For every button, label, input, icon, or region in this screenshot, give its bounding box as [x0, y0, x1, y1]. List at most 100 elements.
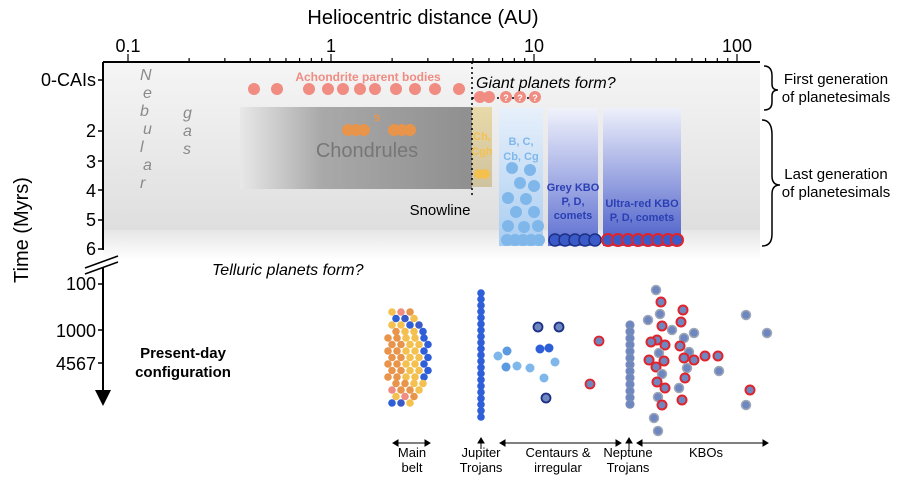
kbo-dot [642, 314, 654, 326]
giant-planet-dot [483, 91, 495, 103]
main-belt-dot [397, 308, 405, 316]
kbo-dot [740, 399, 752, 411]
y-ticks [98, 79, 103, 364]
main-belt-dot [411, 347, 419, 355]
main-belt-dot [397, 321, 405, 329]
jupiter-trojan-dot [477, 376, 485, 384]
kbo-dot [643, 354, 655, 366]
main-belt-dot [388, 366, 396, 375]
main-belt-dot [397, 386, 405, 394]
bc-dot [528, 206, 540, 218]
nebular-letter: N [140, 67, 152, 84]
nebular-letter: l [140, 139, 144, 156]
ch-cgh-region [472, 107, 492, 187]
present-day-label-1: Present-day [140, 345, 227, 362]
main-belt-dot [406, 386, 414, 394]
centaur-dot [512, 361, 522, 371]
last-gen-label-2: of planetesimals [782, 184, 890, 201]
x-tick-label-100: 100 [722, 36, 752, 56]
main-belt-dot [410, 314, 418, 323]
kbo-dot [653, 347, 665, 359]
main-belt-dot [393, 334, 401, 342]
giant-planets-label: Giant planets form? [476, 75, 616, 92]
main-belt-dot [401, 327, 409, 336]
kbo-dot [673, 382, 685, 394]
main-belt-dot [411, 360, 419, 368]
jupiter-trojans-marker-head [477, 437, 485, 444]
question-mark: ? [517, 93, 523, 103]
jupiter-trojan-dot [477, 413, 485, 421]
main-belt-dot [415, 386, 423, 394]
kbo-dot [659, 382, 671, 394]
giant-planet-dot [529, 91, 541, 103]
kbo-dot [681, 362, 693, 374]
jupiter-trojan-dot [477, 382, 485, 390]
ultrared-kbo-dot [670, 233, 684, 247]
y-axis-break-1 [84, 255, 119, 269]
ultrared-kbo-label-1: Ultra-red KBO [605, 198, 679, 210]
kbo-dot [679, 372, 691, 384]
y-tick-100: 100 [66, 274, 96, 294]
jupiter-trojan-dot [477, 345, 485, 353]
kbo-dot [645, 336, 657, 348]
centaur-dot [540, 392, 552, 404]
main-belt-dot [419, 379, 427, 388]
main-belt-dot [411, 373, 419, 381]
chondrule-dot [358, 124, 370, 136]
grey-kbo-label-2: P, D, [561, 196, 584, 208]
neptune-trojans-marker-head [625, 437, 633, 444]
chondrule-dot [404, 124, 416, 136]
achondrite-dot [390, 83, 402, 95]
giant-planet-dots: ??? [474, 91, 541, 103]
bc-dot [502, 220, 514, 232]
achondrite-dot [409, 83, 421, 95]
kbo-dot [676, 394, 688, 406]
giant-planet-dot [500, 91, 512, 103]
bc-label-1: B, C, [508, 136, 533, 148]
achondrite-dot [322, 83, 334, 95]
main-belt-dot [410, 327, 418, 336]
centaur-dot [525, 363, 535, 373]
gas-letter: g [183, 105, 192, 122]
kbo-dot [674, 340, 686, 352]
jupiter-trojan-dot [477, 332, 485, 341]
main-belt-dot [406, 353, 414, 362]
bc-dot [532, 220, 544, 232]
centaur-dot [502, 346, 512, 356]
main-belt-dot [402, 334, 410, 342]
kbo-dot [656, 399, 668, 411]
main-belt-dot [388, 321, 396, 329]
y-tick-4: 4 [86, 181, 96, 201]
neptune-trojan-dots [625, 320, 635, 409]
main-belt-dot [406, 340, 414, 349]
main-belt-dot [406, 321, 414, 329]
kbo-dot [688, 327, 700, 339]
achondrite-dot [303, 83, 315, 95]
kbos-range-head-left [636, 439, 643, 447]
jupiter-trojan-dot [477, 314, 485, 322]
bc-dot [524, 164, 536, 176]
neptune-trojans-label-1: Neptune [603, 445, 652, 460]
snowline-label: Snowline [410, 202, 471, 219]
kbo-dot [666, 324, 678, 336]
grey-kbo-label-1: Grey KBO [547, 182, 600, 194]
bc-dot [518, 221, 530, 233]
y-tick-0-cais: 0-CAIs [41, 70, 96, 90]
kbo-dot [678, 352, 690, 364]
main-belt-label-2: belt [402, 460, 423, 475]
main-belt-label-1: Main [398, 445, 426, 460]
achondrite-dot [337, 83, 349, 95]
main-belt-dot [388, 399, 396, 407]
y-tick-1000: 1000 [56, 321, 96, 341]
nebular-letter: b [140, 103, 149, 120]
jupiter-trojan-dot [477, 295, 485, 304]
main-belt-dot [384, 347, 392, 355]
achondrite-label: Achondrite parent bodies [295, 70, 441, 84]
main-belt-dot [388, 386, 396, 394]
kbo-dot [655, 296, 667, 308]
question-mark: ? [503, 93, 509, 103]
main-belt-dot [393, 360, 401, 368]
x-tick-label-10: 10 [524, 36, 544, 56]
main-belt-dots [384, 308, 432, 407]
